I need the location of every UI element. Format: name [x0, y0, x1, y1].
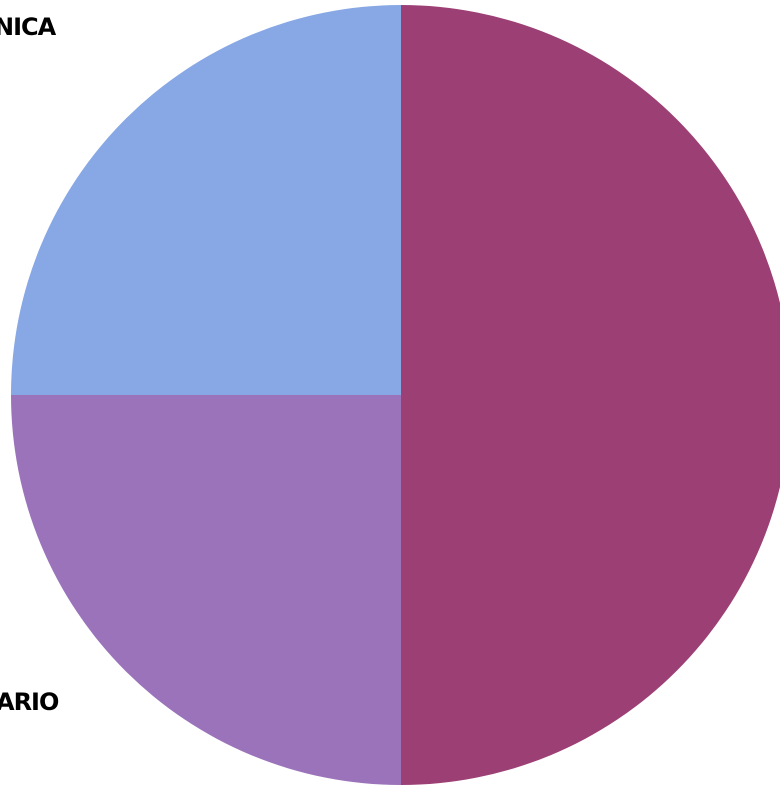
- slice-label-2: NICA: [0, 13, 57, 41]
- slice-label-1: ARIO: [0, 688, 59, 716]
- pie-slice-2: [11, 5, 401, 395]
- pie-labels: ARIO NICA: [0, 13, 60, 716]
- pie-slice-0: [401, 5, 780, 785]
- pie-slices: [11, 5, 780, 785]
- pie-slice-1: [11, 395, 401, 785]
